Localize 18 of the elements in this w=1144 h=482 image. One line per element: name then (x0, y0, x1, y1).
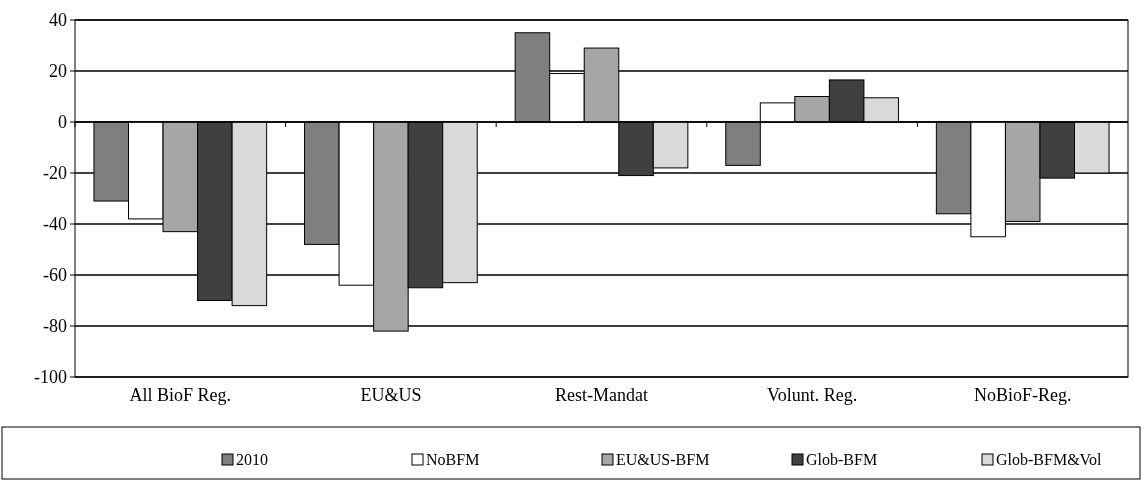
y-tick-label: 40 (49, 10, 67, 31)
y-tick-label: 0 (58, 112, 67, 133)
x-tick-label: Volunt. Reg. (767, 385, 858, 405)
x-tick-label: All BioF Reg. (129, 385, 232, 405)
y-tick-label: -100 (34, 367, 67, 388)
x-tick-label: NoBioF-Reg. (973, 385, 1072, 405)
y-tick-label: -60 (43, 265, 67, 286)
legend-label: EU&US-BFM (616, 451, 710, 468)
legend-label: Glob-BFM&Vol (996, 451, 1103, 468)
x-tick-label: Rest-Mandat (555, 385, 648, 405)
y-tick-label: -20 (43, 163, 67, 184)
legend-label: 2010 (236, 451, 268, 468)
y-tick-label: -80 (43, 316, 67, 337)
legend-label: NoBFM (426, 451, 480, 468)
y-tick-label: -40 (43, 214, 67, 235)
x-tick-label: EU&US (360, 385, 422, 405)
legend-label: Glob-BFM (806, 451, 878, 468)
y-tick-label: 20 (49, 61, 67, 82)
